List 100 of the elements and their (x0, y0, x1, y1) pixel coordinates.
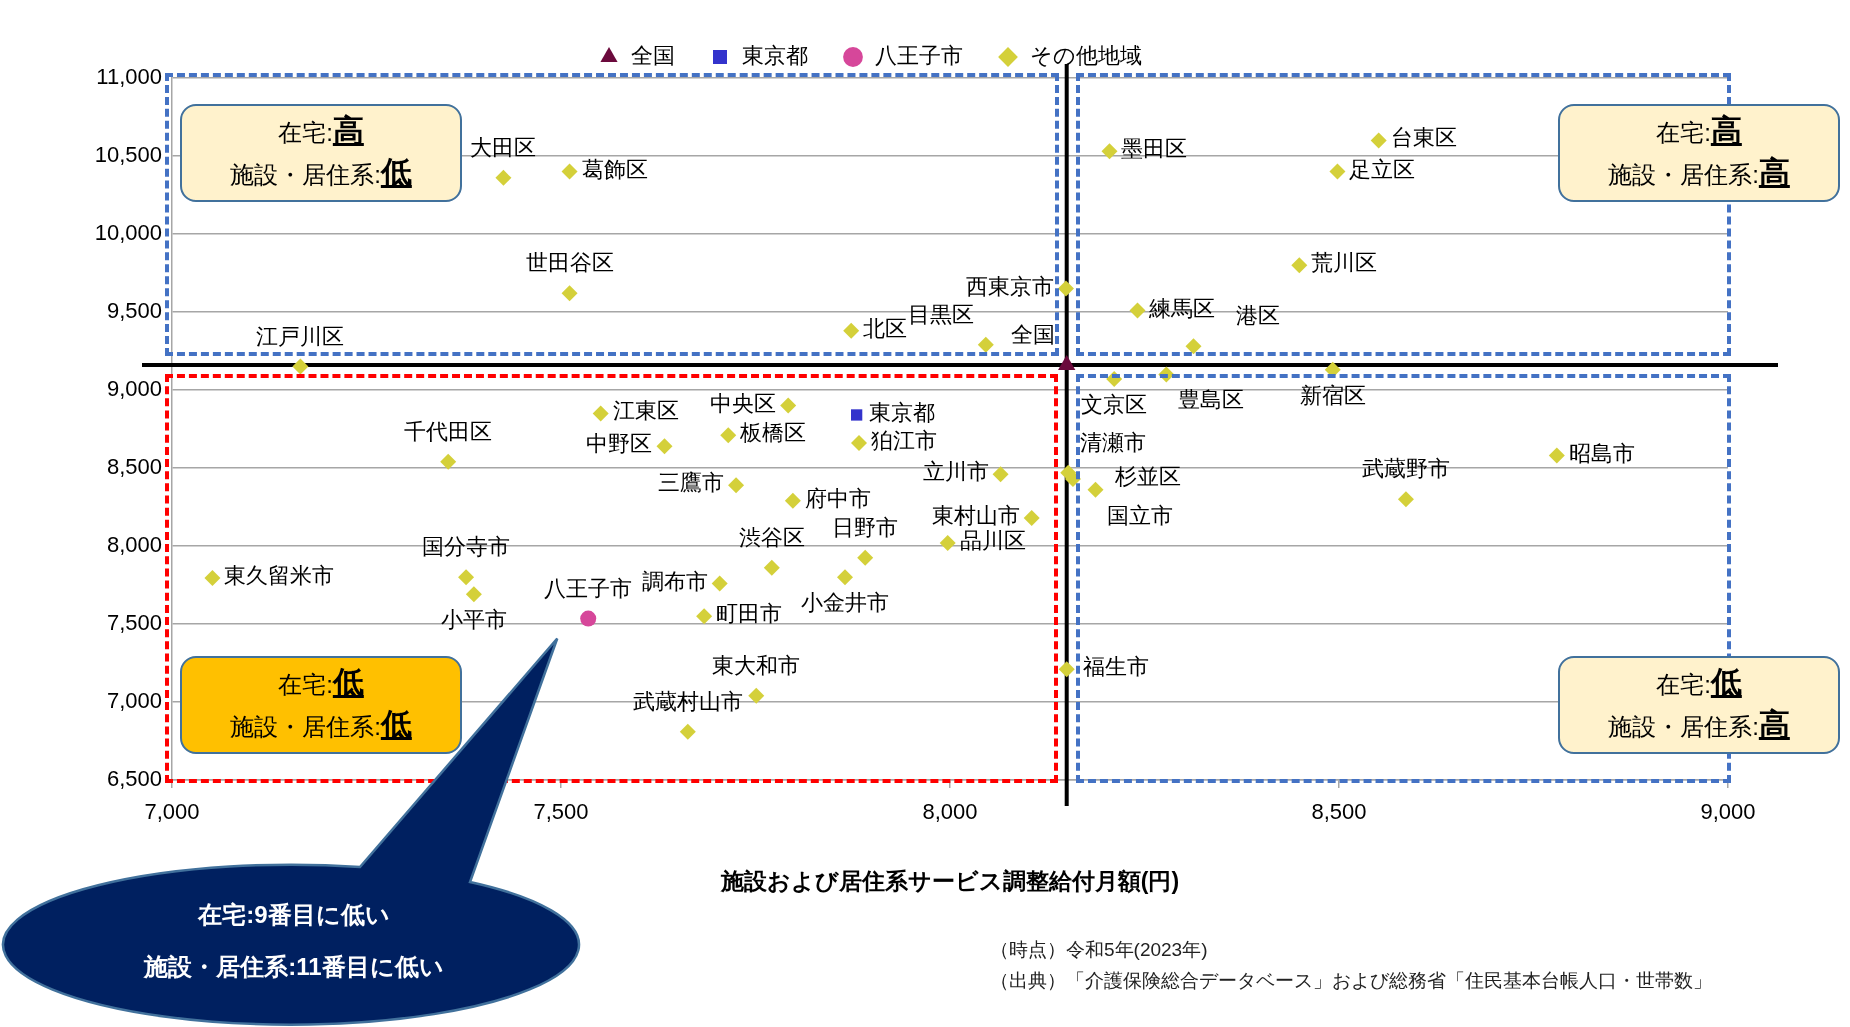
point (204, 569, 221, 586)
annotation: 板橋区 (739, 420, 807, 446)
annotation: 日野市 (832, 514, 899, 540)
annotation: 東大和市 (712, 652, 801, 678)
note-box: 在宅:高 施設・居住系:高 (1558, 104, 1840, 202)
annotation: 中央区 (710, 390, 777, 416)
point (1548, 447, 1565, 464)
annotation: 国分寺市 (422, 534, 511, 560)
annotation: 渋谷区 (738, 524, 805, 550)
x-tick-label: 8,500 (1311, 799, 1367, 825)
point (977, 336, 994, 353)
point (763, 559, 780, 576)
annotation: 全国 (1010, 322, 1055, 348)
y-tick-label: 8,500 (106, 454, 162, 480)
y-tick-label: 11,000 (96, 64, 162, 90)
y-tick-label: 7,000 (106, 688, 162, 714)
point (728, 477, 745, 494)
annotation: 世田谷区 (525, 250, 614, 276)
point (561, 285, 578, 302)
point (1329, 163, 1346, 180)
point (720, 427, 737, 444)
point (1129, 302, 1146, 319)
text: （出典）「介護保険総合データベース」および総務省「住民基本台帳人口・世帯数」 (990, 969, 1712, 993)
note-box: 在宅:低 施設・居住系:高 (1558, 656, 1840, 754)
point (656, 438, 673, 455)
legend-label: 八王子市 (875, 43, 963, 69)
annotation: 品川区 (959, 527, 1026, 553)
point (850, 435, 867, 452)
annotation: 福生市 (1082, 654, 1149, 680)
annotation: 狛江市 (870, 428, 937, 454)
annotation: 在宅:低 (1655, 664, 1743, 702)
annotation: 在宅:低 (277, 664, 365, 702)
y-tick-label: 7,500 (106, 610, 162, 636)
point (440, 453, 457, 470)
legend-label: 全国 (631, 43, 675, 69)
y-tick-label: 9,000 (106, 376, 162, 402)
point (1185, 338, 1202, 355)
point (843, 322, 860, 339)
annotation: 北区 (863, 315, 908, 341)
annotation: 大田区 (470, 134, 537, 160)
annotation: 武蔵野市 (1361, 456, 1450, 482)
annotation: 足立区 (1349, 156, 1416, 182)
annotation: 千代田区 (404, 418, 493, 444)
text: 施設・居住系:11番目に低い (144, 952, 444, 982)
annotation: 練馬区 (1148, 295, 1216, 321)
annotation: 昭島市 (1568, 440, 1635, 466)
point (784, 492, 801, 509)
annotation: 八王子市 (544, 575, 633, 601)
annotation: 荒川区 (1311, 250, 1378, 276)
x-tick-label: 9,000 (1700, 799, 1756, 825)
annotation: 施設・居住系:高 (1607, 706, 1791, 744)
annotation: 施設・居住系:低 (229, 154, 413, 192)
annotation: 東京都 (868, 400, 935, 426)
annotation: 国立市 (1107, 502, 1174, 528)
annotation: 豊島区 (1178, 387, 1245, 413)
point (458, 569, 475, 586)
annotation: 三鷹市 (658, 470, 725, 496)
legend-label: その他地域 (1030, 43, 1142, 69)
annotation: 府中市 (804, 485, 871, 511)
point (1291, 257, 1308, 274)
annotation: 港区 (1235, 303, 1280, 329)
annotation: 江東区 (612, 398, 679, 424)
x-axis-title: 施設および居住系サービス調整給付月額(円) (720, 867, 1180, 896)
x-tick-label: 7,500 (533, 799, 589, 825)
y-tick-label: 10,500 (94, 142, 162, 168)
point (679, 723, 696, 740)
annotation: 墨田区 (1121, 136, 1188, 162)
point (1087, 481, 1104, 498)
note-box: 在宅:低 施設・居住系:低 (180, 656, 462, 754)
annotation: 江戸川区 (256, 323, 345, 349)
point (561, 163, 578, 180)
point (1058, 661, 1075, 678)
point (1023, 509, 1040, 526)
y-tick-label: 9,500 (106, 298, 162, 324)
annotation: 在宅:高 (1655, 112, 1743, 150)
point (1370, 132, 1387, 149)
annotation: 杉並区 (1113, 463, 1181, 489)
point (580, 610, 597, 627)
annotation: 施設・居住系:低 (229, 706, 413, 744)
text: 在宅:9番目に低い (198, 900, 390, 930)
y-tick-label: 8,000 (106, 532, 162, 558)
annotation: 在宅:高 (277, 112, 365, 150)
point (1057, 280, 1074, 297)
point (748, 687, 765, 704)
point (1101, 143, 1118, 160)
annotation: 新宿区 (1299, 382, 1366, 408)
x-tick-label: 7,000 (144, 799, 200, 825)
annotation: 施設・居住系:高 (1607, 154, 1791, 192)
point (836, 569, 853, 586)
point (292, 358, 309, 375)
point (780, 397, 797, 414)
annotation: 中野区 (586, 431, 653, 457)
point (495, 169, 512, 186)
annotation: 西東京市 (965, 273, 1054, 299)
point (592, 405, 609, 422)
annotation: 武蔵村山市 (632, 688, 743, 714)
y-tick-label: 6,500 (106, 766, 162, 792)
point (696, 608, 713, 625)
point (711, 575, 728, 592)
y-tick-label: 10,000 (94, 220, 162, 246)
